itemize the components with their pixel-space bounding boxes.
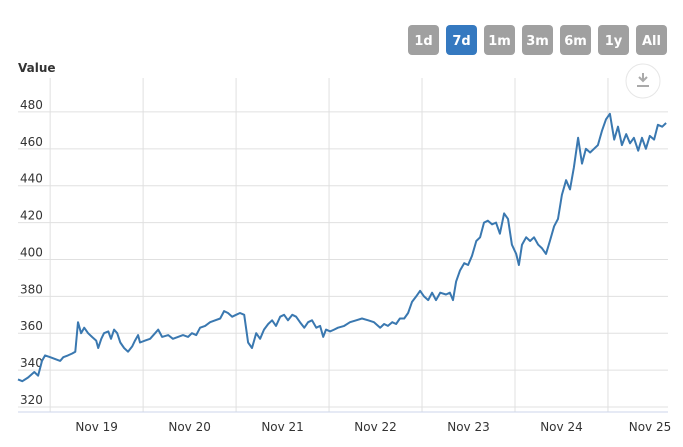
button-bg	[446, 25, 477, 55]
button-bg	[636, 25, 667, 55]
button-label: All	[642, 34, 661, 49]
y-axis-title: Value	[18, 61, 56, 75]
button-label: 1m	[488, 34, 511, 49]
range-button[interactable]: 1y	[598, 25, 629, 55]
y-tick-label: 460	[20, 135, 43, 149]
button-label: 1y	[605, 34, 623, 49]
button-bg	[484, 25, 515, 55]
button-bg	[522, 25, 553, 55]
y-tick-label: 480	[20, 98, 43, 112]
y-tick-label: 340	[20, 356, 43, 370]
x-tick-label: Nov 22	[354, 420, 397, 434]
button-bg	[560, 25, 591, 55]
range-button[interactable]: 6m	[560, 25, 591, 55]
x-tick-label: Nov 24	[540, 420, 583, 434]
button-label: 7d	[452, 34, 470, 49]
button-label: 1d	[414, 34, 432, 49]
y-tick-label: 320	[20, 393, 43, 407]
data-line	[17, 112, 667, 383]
button-bg	[408, 25, 439, 55]
x-tick-label: Nov 23	[447, 420, 490, 434]
range-button[interactable]: 7d	[446, 25, 477, 55]
range-button[interactable]: 1m	[484, 25, 515, 55]
button-label: 6m	[564, 34, 587, 49]
x-tick-label: Nov 21	[261, 420, 304, 434]
x-tick-label: Nov 25	[629, 420, 672, 434]
x-tick-label: Nov 20	[168, 420, 211, 434]
range-button[interactable]: All	[636, 25, 667, 55]
y-tick-label: 400	[20, 245, 43, 259]
y-tick-label: 420	[20, 209, 43, 223]
y-tick-label: 440	[20, 172, 43, 186]
x-tick-label: Nov 19	[75, 420, 118, 434]
y-tick-label: 360	[20, 319, 43, 333]
range-button[interactable]: 1d	[408, 25, 439, 55]
button-bg	[598, 25, 629, 55]
y-tick-label: 380	[20, 282, 43, 296]
export-button[interactable]	[625, 63, 661, 99]
button-label: 3m	[526, 34, 549, 49]
range-button[interactable]: 3m	[522, 25, 553, 55]
